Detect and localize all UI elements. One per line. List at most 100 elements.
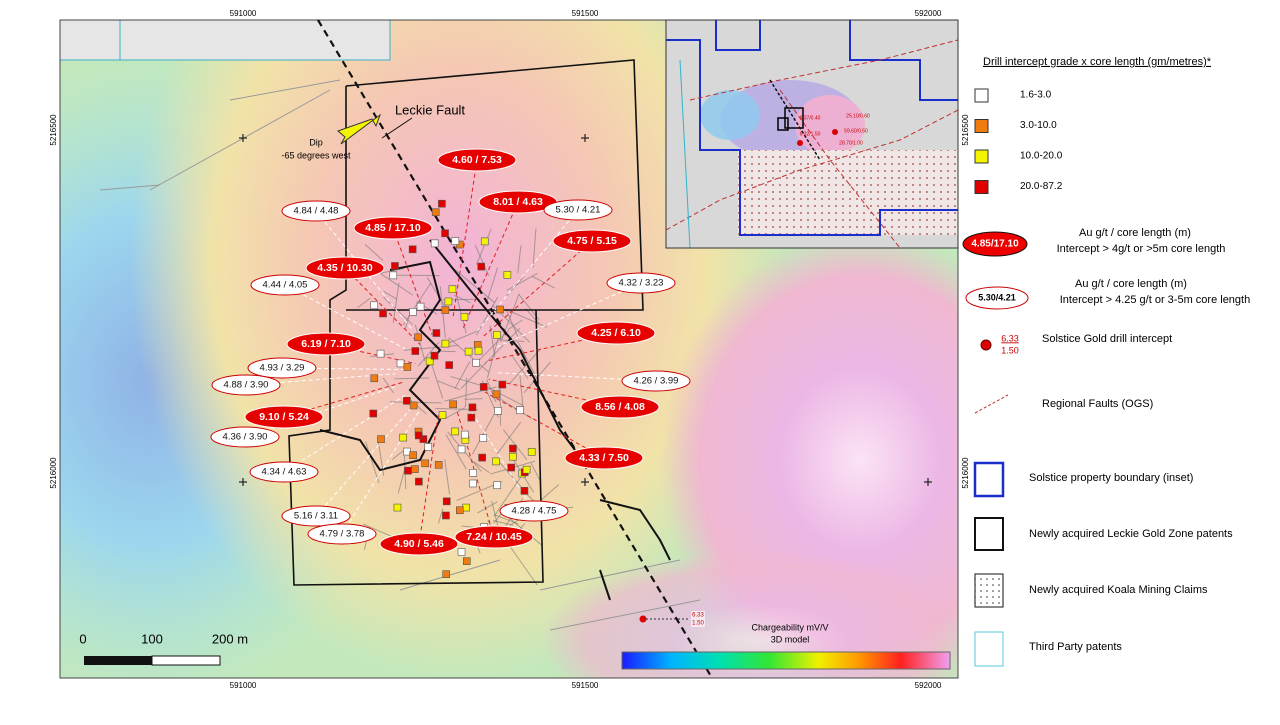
drill-intercept (478, 263, 485, 270)
fault-label: Leckie Fault (395, 102, 465, 117)
legend-fault-label: Regional Faults (OGS) (1042, 398, 1153, 410)
legend-grade-label: 10.0-20.0 (1020, 151, 1063, 162)
grid-label: 592000 (915, 681, 942, 690)
legend: Drill intercept grade x core length (gm/… (963, 56, 1250, 666)
drill-intercept (435, 461, 442, 468)
drill-intercept (415, 478, 422, 485)
drill-intercept (442, 230, 449, 237)
drill-intercept (517, 407, 524, 414)
scale-bar-white (152, 656, 220, 665)
legend-solstice-length: 1.50 (1001, 345, 1019, 355)
drill-intercept (499, 381, 506, 388)
minor-intercept-label: 4.84 / 4.48 (294, 206, 339, 217)
minor-intercept-label: 4.26 / 3.99 (634, 376, 679, 387)
legend-major-line1: Au g/t / core length (m) (1079, 227, 1191, 239)
solstice-grade: 6.33 (692, 613, 704, 619)
drill-intercept (412, 348, 419, 355)
legend-minor-line2: Intercept > 4.25 g/t or 3-5m core length (1060, 294, 1250, 306)
drill-intercept (443, 571, 450, 578)
drill-intercept (469, 404, 476, 411)
drill-intercept (445, 298, 452, 305)
drill-intercept (473, 359, 480, 366)
drill-intercept (431, 352, 438, 359)
minor-intercept-label: 4.36 / 3.90 (223, 432, 268, 443)
drill-intercept (475, 347, 482, 354)
drill-intercept (528, 448, 535, 455)
inset-intercept-label: 25.10/0.60 (846, 113, 870, 119)
drill-intercept (463, 504, 470, 511)
drill-intercept (391, 262, 398, 269)
legend-grade-label: 1.6-3.0 (1020, 90, 1052, 101)
major-intercept-label: 4.25 / 6.10 (591, 327, 641, 339)
solstice-length: 1.50 (692, 621, 704, 627)
legend-solstice-label: Solstice Gold drill intercept (1042, 333, 1172, 345)
grid-label: 591500 (572, 9, 599, 18)
drill-intercept (417, 303, 424, 310)
drill-intercept (443, 498, 450, 505)
inset-intercept-label: 8.37/0.40 (800, 115, 821, 121)
legend-title: Drill intercept grade x core length (gm/… (983, 56, 1212, 68)
major-intercept-label: 8.01 / 4.63 (493, 196, 543, 208)
drill-intercept (509, 445, 516, 452)
drill-intercept (442, 307, 449, 314)
legend-grade-swatch (975, 120, 988, 133)
minor-intercept-label: 4.44 / 4.05 (263, 280, 308, 291)
scale-label: 0 (79, 631, 86, 646)
drill-intercept (438, 200, 445, 207)
dip-label: Dip (309, 137, 323, 147)
drill-intercept (509, 453, 516, 460)
drill-intercept (404, 363, 411, 370)
grid-label: 591000 (230, 9, 257, 18)
drill-intercept (458, 446, 465, 453)
drill-intercept (461, 313, 468, 320)
legend-boundary-symbol (975, 632, 1003, 666)
drill-intercept (493, 391, 500, 398)
drill-intercept (468, 414, 475, 421)
drill-intercept (415, 334, 422, 341)
drill-intercept (480, 383, 487, 390)
major-intercept-label: 4.60 / 7.53 (452, 154, 502, 166)
legend-grade-swatch (975, 89, 988, 102)
drill-intercept (400, 434, 407, 441)
legend-major-line2: Intercept > 4g/t or >5m core length (1057, 243, 1226, 255)
major-intercept-label: 7.24 / 10.45 (466, 531, 522, 543)
drill-intercept (422, 460, 429, 467)
drill-intercept (404, 467, 411, 474)
drill-intercept (481, 238, 488, 245)
minor-intercept-label: 4.34 / 4.63 (262, 467, 307, 478)
minor-intercept-label: 5.16 / 3.11 (294, 511, 338, 522)
drill-intercept (377, 436, 384, 443)
grid-label: 5216000 (49, 457, 58, 489)
minor-intercept-label: 4.32 / 3.23 (619, 278, 664, 289)
colorbar-title: Chargeability mV/V (751, 622, 828, 632)
grid-label: 5216500 (961, 114, 970, 146)
drill-intercept (432, 209, 439, 216)
legend-boundary-symbol (975, 574, 1003, 607)
major-intercept-label: 8.56 / 4.08 (595, 401, 645, 413)
grid-label: 5216000 (961, 457, 970, 489)
inset-intercept-label: 6.32/1.50 (800, 131, 821, 137)
drill-intercept (431, 240, 438, 247)
drill-intercept (449, 286, 456, 293)
drill-intercept (425, 443, 432, 450)
drill-intercept (390, 272, 397, 279)
scale-label: 200 m (212, 631, 248, 646)
drill-intercept (409, 308, 416, 315)
drill-intercept (479, 454, 486, 461)
legend-boundary-label: Solstice property boundary (inset) (1029, 472, 1193, 484)
legend-solstice-grade: 6.33 (1001, 333, 1019, 343)
inset-intercept-label: 28.70/1.00 (839, 140, 863, 146)
drill-intercept (469, 480, 476, 487)
drill-intercept (450, 401, 457, 408)
grid-label: 592000 (915, 9, 942, 18)
drill-intercept (523, 466, 530, 473)
legend-boundary-label: Newly acquired Leckie Gold Zone patents (1029, 528, 1233, 540)
minor-intercept-label: 4.93 / 3.29 (260, 363, 305, 374)
minor-intercept-label: 4.88 / 3.90 (224, 380, 269, 391)
drill-intercept (371, 375, 378, 382)
solstice-intercept (640, 616, 647, 623)
drill-intercept (521, 487, 528, 494)
